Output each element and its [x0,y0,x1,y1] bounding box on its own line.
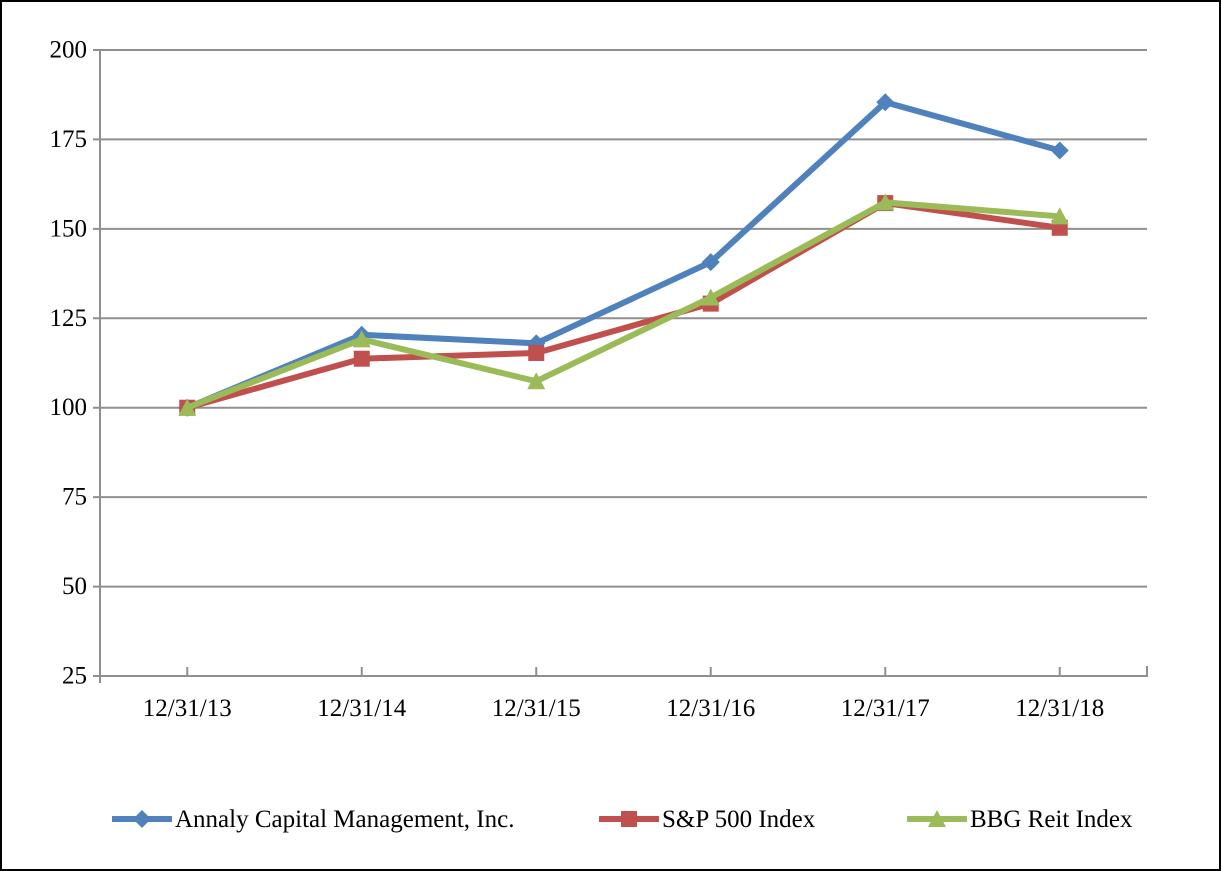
data-point-marker [178,398,197,416]
x-axis-tick-label: 12/31/16 [666,695,755,722]
x-axis-tick-label: 12/31/18 [1015,695,1104,722]
series-line [184,199,1063,411]
data-point-marker [1050,141,1069,160]
legend-label-bbg-reit: BBG Reit Index [970,805,1133,833]
series-line [184,99,1063,411]
legend-item-sp500: S&P 500 Index [599,799,815,839]
y-axis-tick-label: 75 [62,484,87,511]
data-point-marker [352,330,371,348]
legend-label-sp500: S&P 500 Index [662,805,816,833]
data-point-marker [1050,207,1069,225]
data-point-marker [701,288,720,306]
x-axis-tick-label: 12/31/13 [143,695,232,722]
legend-item-annaly: Annaly Capital Management, Inc. [112,799,514,839]
sp500-line-square-icon [599,811,659,827]
x-axis-tick-label: 12/31/14 [317,695,406,722]
x-axis-tick-label: 12/31/17 [841,695,930,722]
y-axis-tick-label: 100 [50,394,88,421]
data-point-marker [876,193,895,211]
data-point-marker [527,372,546,390]
chart-legend: Annaly Capital Management, Inc. S&P 500 … [2,799,1219,839]
y-axis-tick-label: 50 [62,573,87,600]
performance-line-chart: 200 175 150 125 100 75 50 25 12/31/13 12/31/14 12/… [50,37,1148,722]
y-axis-tick-label: 125 [50,305,88,332]
bbg-reit-line-triangle-icon [907,810,967,827]
x-axis-tick-label: 12/31/15 [492,695,581,722]
y-axis-tick-label: 200 [50,37,88,64]
data-point-marker [528,344,545,361]
data-point-marker [876,93,895,112]
data-point-marker [353,350,370,367]
y-axis-tick-label: 175 [50,126,88,153]
legend-label-annaly: Annaly Capital Management, Inc. [175,805,515,833]
data-point-marker [701,253,720,272]
y-axis-tick-label: 150 [50,215,88,242]
y-axis-tick-label: 25 [62,663,87,690]
annaly-line-diamond-icon [112,810,172,828]
legend-item-bbg-reit: BBG Reit Index [907,799,1133,839]
